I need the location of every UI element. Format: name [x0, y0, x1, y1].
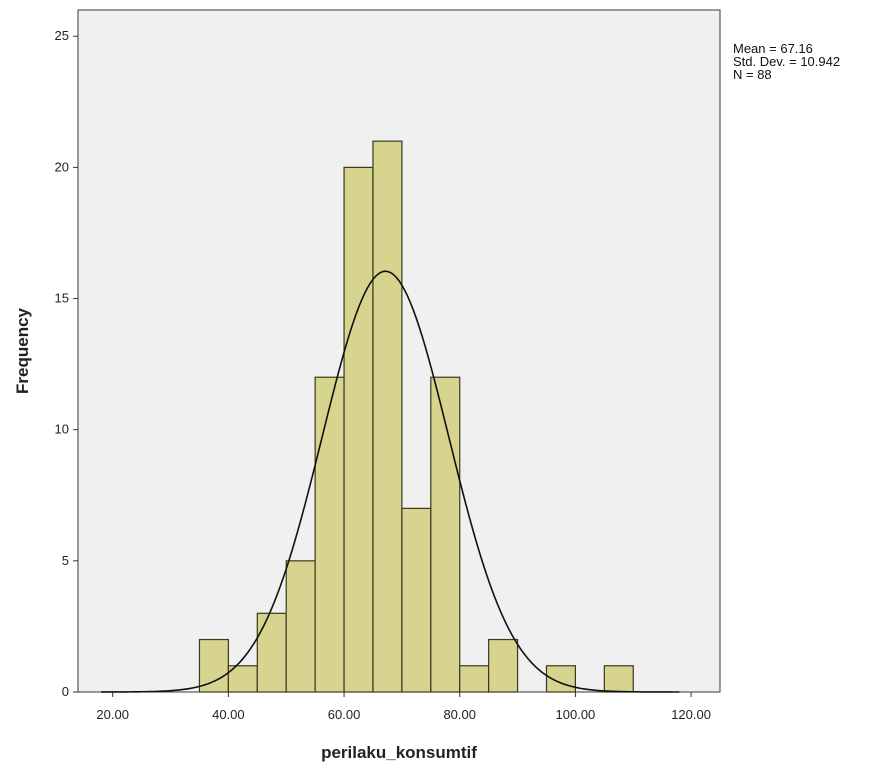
x-tick-label: 80.00 — [443, 707, 476, 722]
normal-curve — [101, 270, 680, 693]
mean-label: Mean = 67.16 — [733, 41, 813, 56]
x-axis: 20.00 40.00 60.00 80.00 100.00 120.00 — [96, 692, 711, 722]
y-tick-label: 10 — [55, 422, 69, 437]
histogram-bar — [603, 665, 634, 693]
histogram-bar — [285, 560, 316, 693]
x-axis-title: perilaku_konsumtif — [321, 743, 477, 762]
y-tick-label: 0 — [62, 684, 69, 699]
y-axis-title: Frequency — [13, 307, 32, 394]
y-tick-label: 15 — [55, 291, 69, 306]
y-axis: 0 5 10 15 20 25 — [55, 28, 78, 699]
histogram-bar — [372, 140, 403, 693]
x-tick-label: 20.00 — [96, 707, 129, 722]
x-tick-label: 40.00 — [212, 707, 245, 722]
histogram-bar — [459, 665, 490, 693]
y-tick-label: 25 — [55, 28, 69, 43]
x-tick-label: 60.00 — [328, 707, 361, 722]
y-tick-label: 5 — [62, 553, 69, 568]
histogram-bar — [256, 612, 287, 693]
std-dev-label: Std. Dev. = 10.942 — [733, 54, 841, 69]
statistics-box: Mean = 67.16 Std. Dev. = 10.942 N = 88 — [733, 42, 840, 81]
n-label: N = 88 — [733, 67, 772, 82]
x-tick-label: 100.00 — [556, 707, 596, 722]
histogram-bar — [488, 638, 519, 693]
histogram-bar — [227, 665, 258, 693]
x-tick-label: 120.00 — [671, 707, 711, 722]
histogram-bar — [401, 507, 432, 693]
y-tick-label: 20 — [55, 159, 69, 174]
histogram-bars — [198, 140, 634, 693]
histogram-bar — [430, 376, 461, 693]
histogram-bar — [343, 166, 374, 693]
histogram-bar — [314, 376, 345, 693]
histogram-bar — [198, 638, 229, 693]
